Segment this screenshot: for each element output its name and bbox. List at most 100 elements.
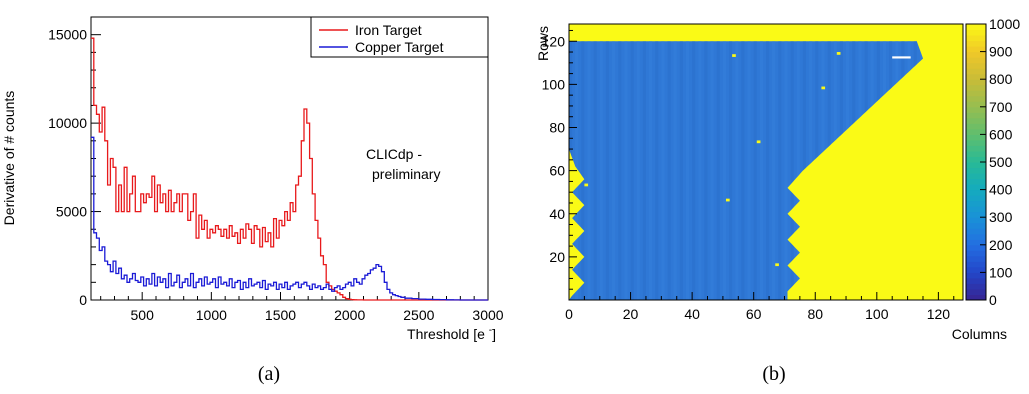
colorbar-tick-label: 800 xyxy=(989,71,1013,87)
column-stripe xyxy=(692,24,695,300)
column-stripe xyxy=(680,24,683,300)
colorbar-segment xyxy=(966,134,986,140)
legend-label-copper: Copper Target xyxy=(355,39,444,55)
column-stripe xyxy=(729,24,732,300)
hot-pixel xyxy=(837,52,841,55)
colorbar-segment xyxy=(966,35,986,41)
column-stripe xyxy=(600,24,603,300)
column-stripe xyxy=(637,24,640,300)
colorbar-tick-label: 400 xyxy=(989,182,1013,198)
colorbar-segment xyxy=(966,173,986,179)
column-stripe xyxy=(741,24,744,300)
colorbar-segment xyxy=(966,190,986,196)
heatmap-y-tick-label: 80 xyxy=(549,120,565,136)
heatmap-x-tick-label: 40 xyxy=(684,306,700,322)
column-stripe xyxy=(791,24,794,300)
left-y-tick-label: 15000 xyxy=(48,27,87,43)
heatmap-ylabel: Rows xyxy=(535,26,551,61)
column-stripe xyxy=(587,24,590,300)
heatmap-x-tick-label: 20 xyxy=(623,306,639,322)
heatmap-y-tick-label: 100 xyxy=(542,76,566,92)
left-x-tick-label: 2500 xyxy=(403,307,434,323)
colorbar-tick-label: 500 xyxy=(989,154,1013,170)
hot-pixel xyxy=(757,140,761,143)
hot-pixel xyxy=(584,184,588,187)
column-stripe xyxy=(778,24,781,300)
colorbar-tick-label: 1000 xyxy=(989,16,1020,32)
colorbar-segment xyxy=(966,107,986,113)
colorbar-segment xyxy=(966,195,986,201)
colorbar-segment xyxy=(966,168,986,174)
legend: Iron Target Copper Target xyxy=(311,17,488,57)
left-x-tick-label: 500 xyxy=(131,307,155,323)
annotation-line-2: preliminary xyxy=(372,166,440,182)
colorbar-segment xyxy=(966,85,986,91)
hot-pixel-segment xyxy=(892,56,910,58)
colorbar-tick-label: 700 xyxy=(989,99,1013,115)
pixel-hitmap-chart: 0 20 40 60 80 100 120 20 40 60 80 100 120 0 100 200 300… xyxy=(535,16,1020,385)
heatmap-x-tick-label: 100 xyxy=(865,306,889,322)
colorbar-tick-label: 600 xyxy=(989,126,1013,142)
heatmap-x-tick-label: 120 xyxy=(927,306,951,322)
left-y-tick-label: 0 xyxy=(79,292,87,308)
left-y-tick-label: 5000 xyxy=(56,204,87,220)
annotation-line-1: CLICdp - xyxy=(366,146,422,162)
left-xlabel: Threshold [e -] xyxy=(407,325,496,342)
colorbar-tick-label: 100 xyxy=(989,264,1013,280)
column-stripe xyxy=(711,24,714,300)
column-stripe xyxy=(649,24,652,300)
column-stripe xyxy=(655,24,658,300)
legend-label-iron: Iron Target xyxy=(355,22,422,38)
column-stripe xyxy=(674,24,677,300)
heatmap-x-tick-label: 0 xyxy=(565,306,573,322)
left-xlabel-text: Threshold [e xyxy=(407,326,485,342)
caption-b: (b) xyxy=(762,363,785,385)
left-xlabel-close: ] xyxy=(492,326,496,342)
column-stripe xyxy=(698,24,701,300)
colorbar-segment xyxy=(966,140,986,146)
column-stripe xyxy=(594,24,597,300)
column-stripe xyxy=(704,24,707,300)
left-x-tick-label: 2000 xyxy=(334,307,365,323)
column-stripe xyxy=(717,24,720,300)
colorbar-segment xyxy=(966,52,986,58)
colorbar-tick-label: 900 xyxy=(989,44,1013,60)
column-stripe xyxy=(735,24,738,300)
column-stripe xyxy=(618,24,621,300)
colorbar-segment xyxy=(966,151,986,157)
hot-pixel xyxy=(726,199,730,202)
colorbar-segment xyxy=(966,96,986,102)
colorbar-segment xyxy=(966,162,986,168)
heatmap-x-tick-label: 60 xyxy=(746,306,762,322)
column-stripe xyxy=(784,24,787,300)
colorbar-segment xyxy=(966,245,986,251)
hot-pixel xyxy=(775,263,779,266)
colorbar-segment xyxy=(966,30,986,36)
colorbar-segment xyxy=(966,234,986,240)
left-ylabel: Derivative of # counts xyxy=(1,91,17,226)
heatmap-y-tick-label: 40 xyxy=(549,206,565,222)
colorbar-segment xyxy=(966,228,986,234)
column-stripe xyxy=(612,24,615,300)
threshold-derivative-chart: 500 1000 1500 2000 2500 3000 0 5000 10000 15000 D… xyxy=(1,17,504,385)
column-stripe xyxy=(661,24,664,300)
colorbar-segment xyxy=(966,24,986,30)
colorbar-segment xyxy=(966,145,986,151)
column-stripe xyxy=(624,24,627,300)
column-stripe xyxy=(686,24,689,300)
hot-pixel xyxy=(821,87,825,90)
colorbar-tick-label: 200 xyxy=(989,237,1013,253)
left-x-tick-label: 1000 xyxy=(196,307,227,323)
left-x-tick-label: 3000 xyxy=(472,307,503,323)
column-stripe xyxy=(760,24,763,300)
column-stripe xyxy=(754,24,757,300)
heatmap-y-tick-label: 20 xyxy=(549,249,565,265)
heatmap-y-tick-label: 60 xyxy=(549,163,565,179)
colorbar-segment xyxy=(966,63,986,69)
heatmap-xlabel: Columns xyxy=(952,326,1007,342)
colorbar-segment xyxy=(966,123,986,129)
left-y-tick-label: 10000 xyxy=(48,115,87,131)
colorbar-segment xyxy=(966,179,986,185)
colorbar-segment xyxy=(966,68,986,74)
